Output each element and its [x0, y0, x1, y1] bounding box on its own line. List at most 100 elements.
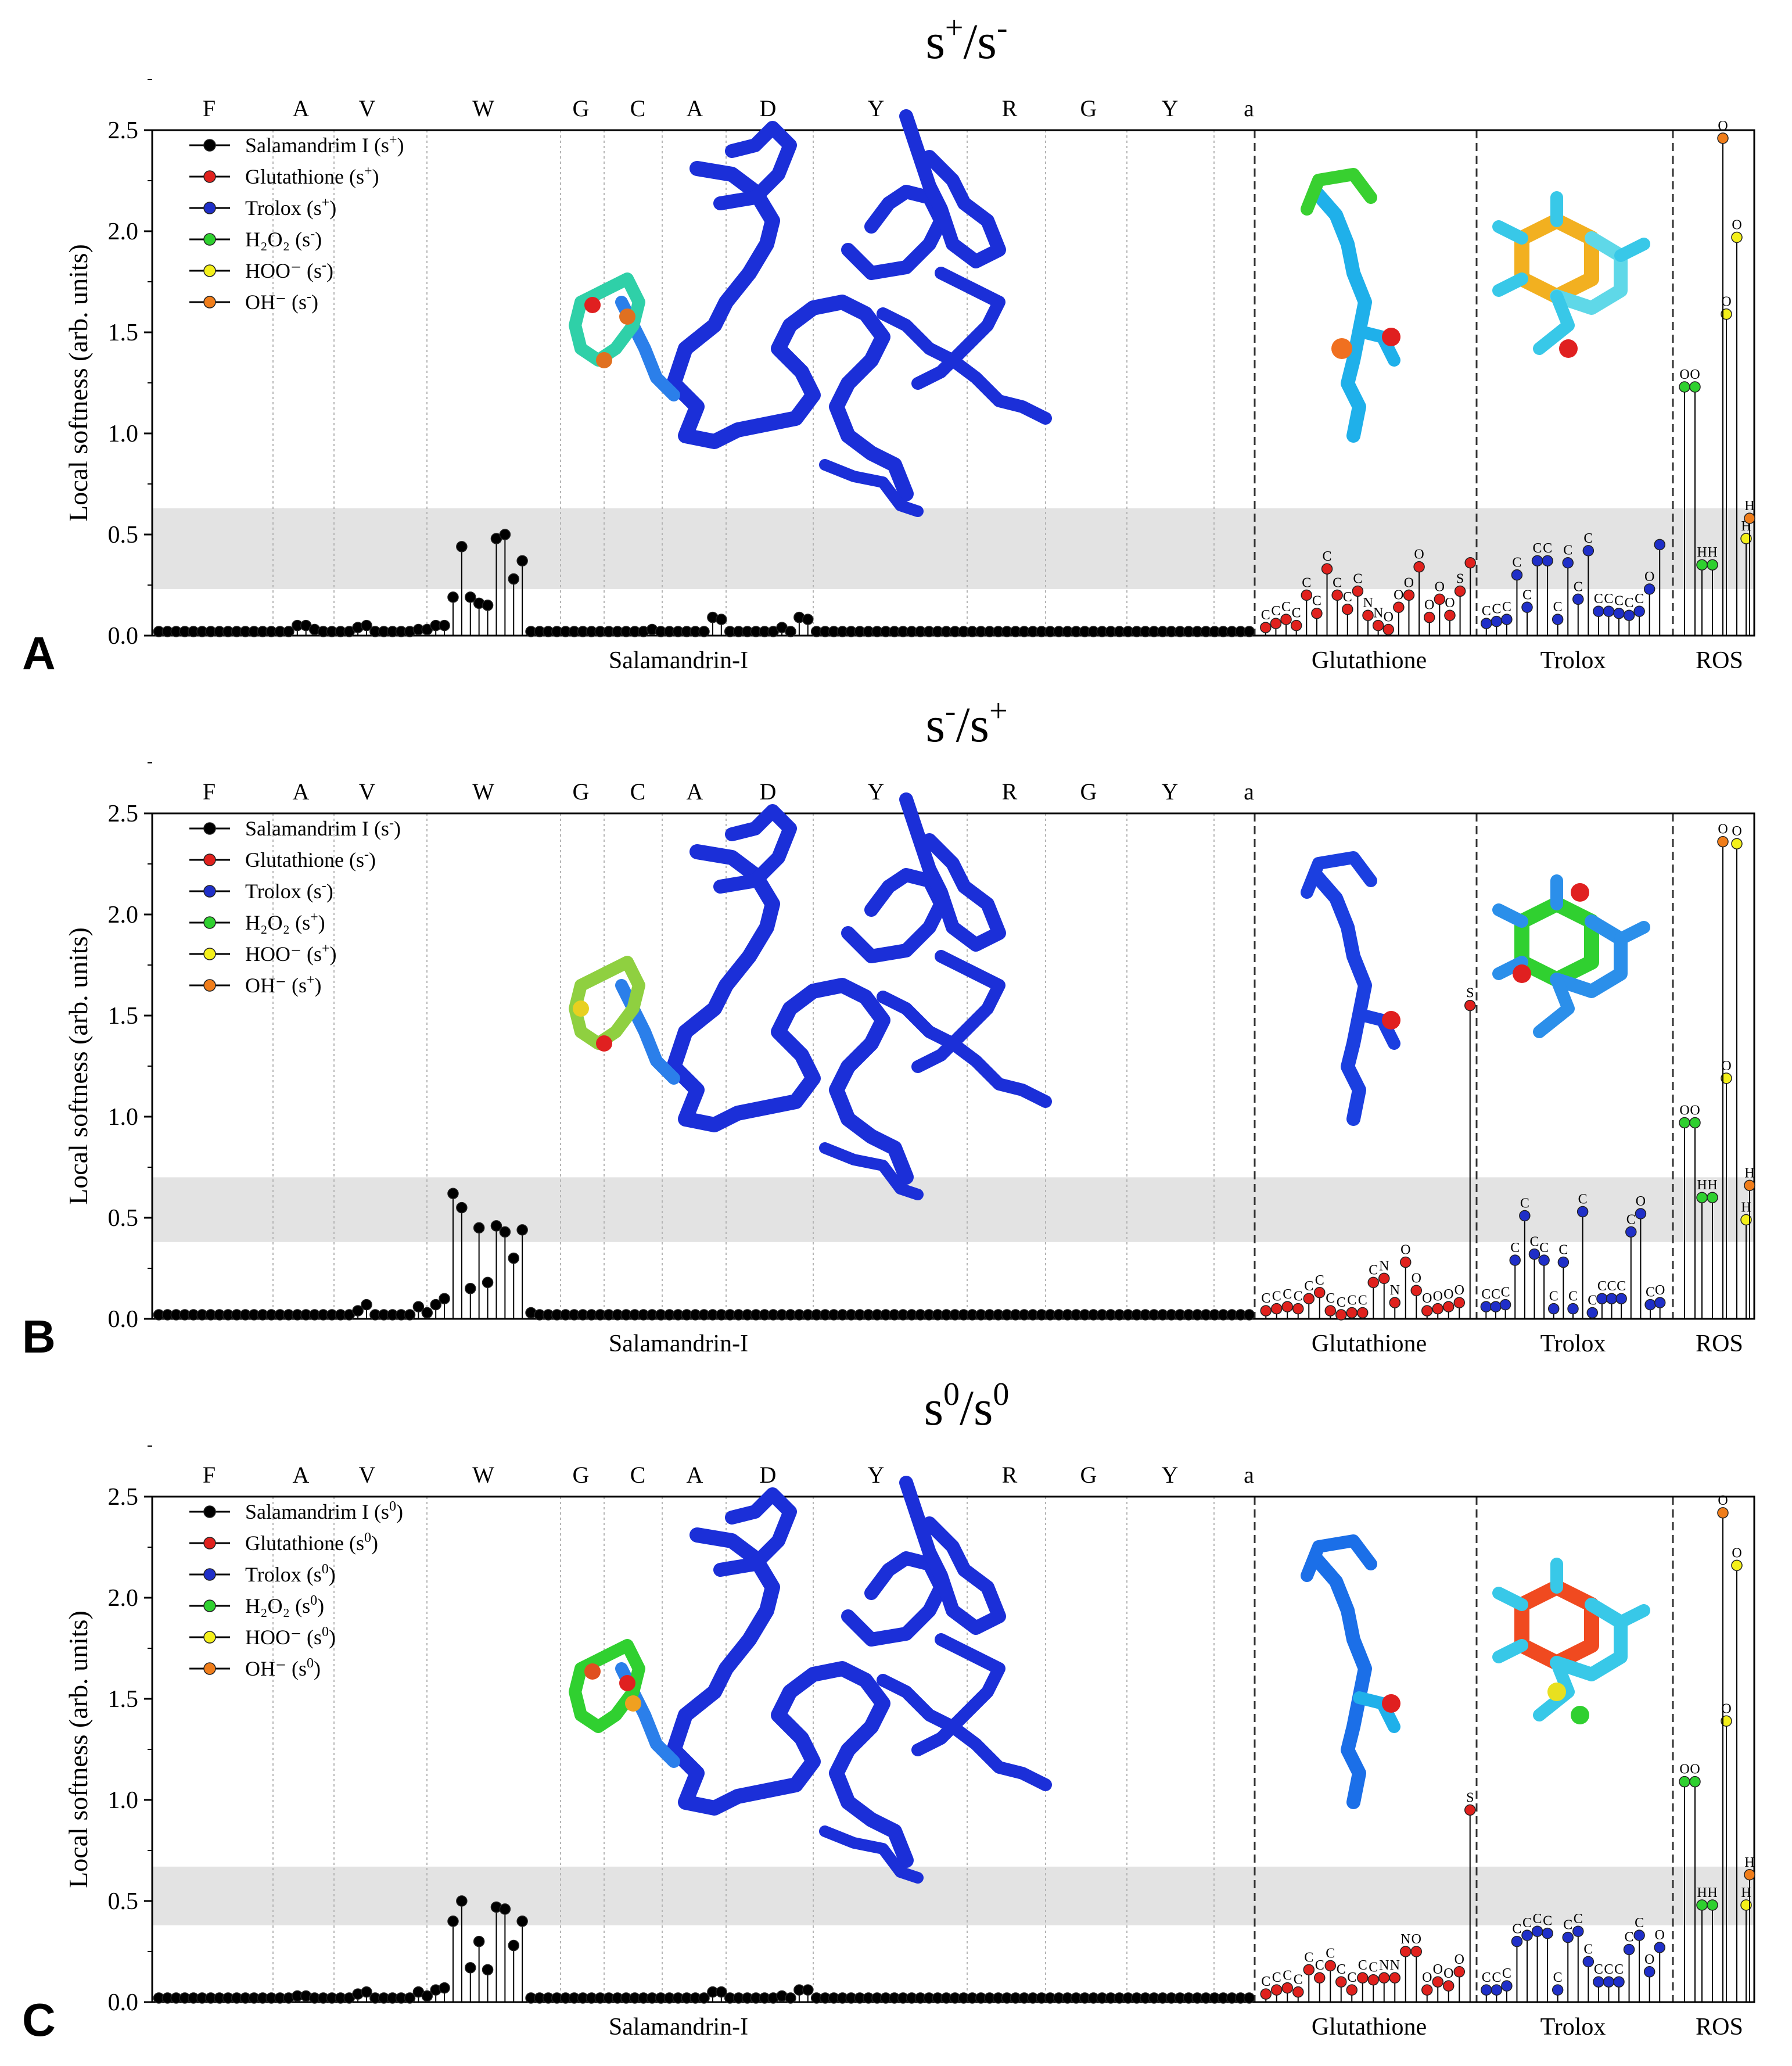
- salamandrin-point: [439, 1293, 450, 1304]
- legend-marker: [203, 202, 216, 214]
- h2o2-point: [1689, 381, 1701, 393]
- legend-label: Salamandrim I (s+): [245, 132, 404, 157]
- glutathione-point: [1260, 622, 1272, 633]
- glutathione-point: [1410, 1946, 1422, 1957]
- legend-label: H₂O₂ (s-): [245, 227, 322, 251]
- trolox-atom-label: C: [1588, 1293, 1597, 1308]
- salamandrin-molecule: [569, 109, 1052, 517]
- h2o2-atom-label: O: [1679, 367, 1689, 382]
- h2o2-point: [1707, 1192, 1718, 1203]
- section-label: Glutathione: [1312, 1330, 1427, 1357]
- trolox-point: [1552, 614, 1564, 625]
- glutathione-point: [1314, 1972, 1326, 1983]
- section-label: Trolox: [1540, 1330, 1606, 1357]
- glutathione-point: [1453, 1966, 1465, 1978]
- trolox-atom-label: C: [1578, 1192, 1588, 1207]
- trolox-point: [1499, 1299, 1511, 1311]
- glutathione-atom-label: O: [1404, 575, 1414, 590]
- hoo-point: [1731, 231, 1743, 243]
- glutathione-atom-label: C: [1272, 1970, 1281, 1985]
- trolox-point: [1562, 1931, 1574, 1943]
- hoo-point: [1731, 838, 1743, 849]
- oh-point: [1744, 512, 1755, 524]
- h2o2-atom-label: H: [1697, 1178, 1707, 1193]
- salamandrin-point: [421, 1307, 433, 1319]
- ytick-label: 1.0: [108, 1787, 139, 1814]
- legend-marker: [203, 1537, 216, 1550]
- glutathione-point: [1372, 619, 1384, 632]
- residue-label: V: [359, 1462, 376, 1488]
- glutathione-atom-label: O: [1424, 598, 1434, 613]
- residue-label: G: [1080, 779, 1097, 805]
- h2o2-point: [1696, 1899, 1708, 1911]
- panel-title: s-/s+: [925, 693, 1007, 752]
- glutathione-point: [1434, 593, 1446, 605]
- trolox-atom-label: C: [1583, 1942, 1593, 1957]
- glutathione-atom-label: S: [1456, 571, 1464, 586]
- trolox-atom-label: C: [1501, 1285, 1510, 1300]
- trolox-point: [1519, 1210, 1531, 1222]
- glutathione-point: [1260, 1305, 1272, 1317]
- salamandrin-point: [412, 1301, 425, 1312]
- trolox-point: [1481, 618, 1492, 629]
- trolox-atom-label: C: [1491, 1287, 1500, 1302]
- salamandrin-point: [516, 1916, 528, 1927]
- trolox-atom-label: C: [1594, 591, 1603, 607]
- trolox-atom-label: C: [1635, 1916, 1644, 1931]
- glutathione-atom-label: O: [1394, 587, 1403, 602]
- legend-label: Salamandrim I (s-): [245, 816, 401, 840]
- legend-label: HOO⁻ (s+): [245, 941, 337, 966]
- glutathione-atom-label: C: [1304, 1279, 1313, 1294]
- salamandrin-point: [490, 1220, 502, 1232]
- trolox-atom-label: C: [1553, 600, 1563, 615]
- salamandrin-point: [456, 1201, 468, 1214]
- ytick-label: 2.0: [108, 218, 139, 245]
- section-label: ROS: [1696, 647, 1743, 674]
- salamandrin-point: [404, 1309, 416, 1321]
- trolox-atom-label: C: [1597, 1279, 1607, 1294]
- residue-label: D: [760, 95, 777, 121]
- section-label: Glutathione: [1312, 647, 1427, 674]
- trolox-atom-label: C: [1614, 594, 1624, 609]
- trolox-atom-label: C: [1583, 531, 1593, 546]
- glutathione-point: [1403, 589, 1415, 601]
- salamandrin-point: [516, 1224, 528, 1236]
- salamandrin-point: [802, 614, 814, 625]
- legend-label: HOO⁻ (s0): [245, 1624, 336, 1649]
- legend-marker: [203, 1505, 216, 1518]
- legend-marker: [203, 1631, 216, 1644]
- salamandrin-point: [447, 1188, 459, 1199]
- glutathione-point: [1464, 1804, 1476, 1816]
- glutathione-atom-label: C: [1315, 1273, 1324, 1288]
- trolox-point: [1511, 1935, 1523, 1947]
- trolox-atom-label: C: [1481, 1287, 1491, 1302]
- trolox-atom-label: C: [1607, 1279, 1617, 1294]
- glutathione-point: [1260, 1988, 1272, 2000]
- glutathione-point: [1331, 589, 1343, 601]
- salamandrin-point: [456, 541, 468, 553]
- glutathione-point: [1421, 1305, 1433, 1317]
- glutathione-atom-label: C: [1358, 1293, 1367, 1308]
- legend-marker: [203, 1662, 216, 1675]
- glutathione-atom-label: C: [1261, 1974, 1270, 1989]
- glutathione-atom-label: O: [1443, 1966, 1453, 1981]
- trolox-atom-label: C: [1625, 1930, 1634, 1945]
- residue-label: C: [630, 1462, 646, 1488]
- ytick-label: 0.5: [108, 1205, 139, 1232]
- highlight-band: [152, 1866, 1754, 1925]
- glutathione-point: [1382, 623, 1394, 636]
- trolox-atom-label: C: [1625, 596, 1634, 611]
- glutathione-point: [1346, 1984, 1358, 1996]
- ytick-label: 2.5: [108, 1484, 139, 1511]
- glutathione-atom-label: C: [1294, 1972, 1303, 1988]
- section-label: Trolox: [1540, 647, 1606, 674]
- h2o2-atom-label: O: [1679, 1103, 1689, 1118]
- trolox-point: [1542, 555, 1553, 566]
- glutathione-atom-label: C: [1294, 1289, 1303, 1304]
- glutathione-point: [1270, 618, 1282, 629]
- trolox-point: [1481, 1984, 1492, 1996]
- trolox-point: [1633, 1929, 1645, 1941]
- residue-label: Y: [1162, 1462, 1179, 1488]
- glutathione-atom-label: O: [1400, 1243, 1410, 1258]
